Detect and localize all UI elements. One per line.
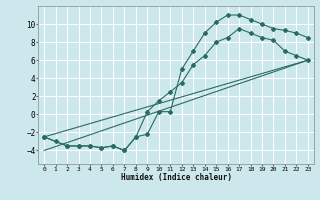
X-axis label: Humidex (Indice chaleur): Humidex (Indice chaleur) [121, 173, 231, 182]
